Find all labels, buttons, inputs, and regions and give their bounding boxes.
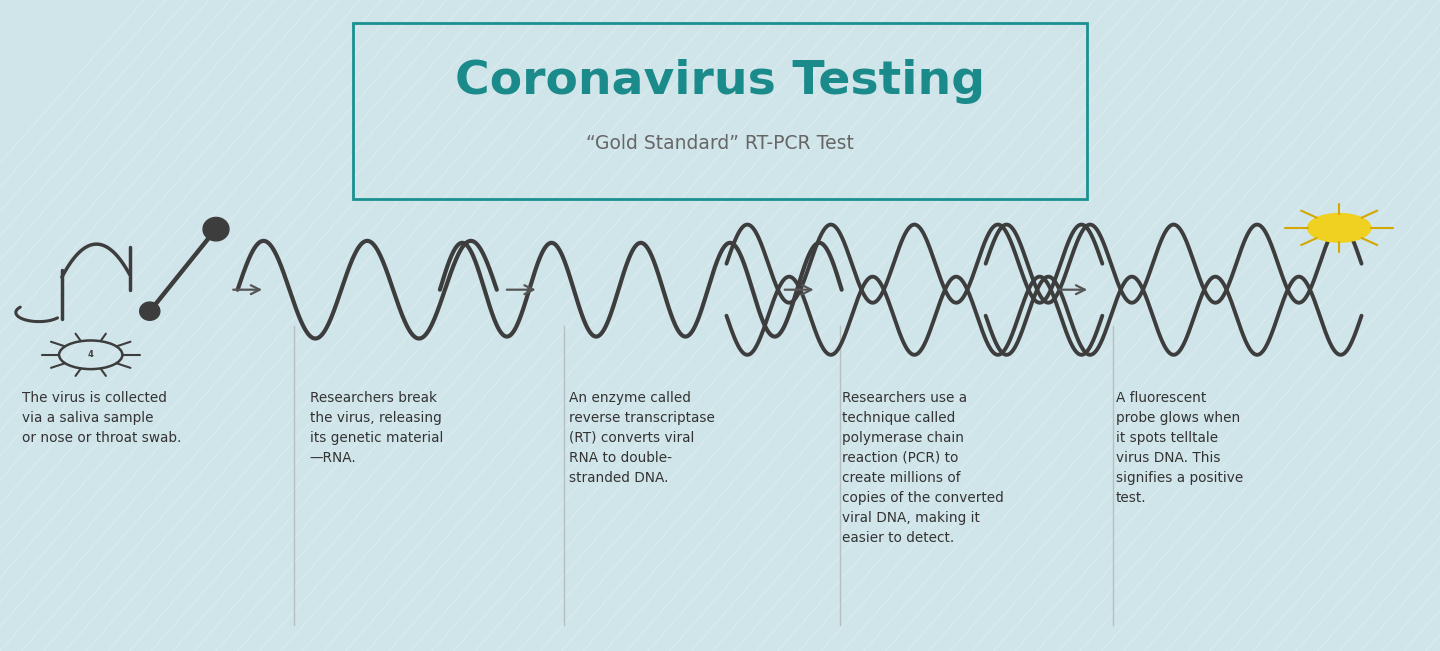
Text: Researchers break
the virus, releasing
its genetic material
—RNA.: Researchers break the virus, releasing i…	[310, 391, 444, 465]
Text: Researchers use a
technique called
polymerase chain
reaction (PCR) to
create mil: Researchers use a technique called polym…	[842, 391, 1004, 545]
Circle shape	[1308, 214, 1371, 242]
Text: A fluorescent
probe glows when
it spots telltale
virus DNA. This
signifies a pos: A fluorescent probe glows when it spots …	[1116, 391, 1243, 505]
Text: The virus is collected
via a saliva sample
or nose or throat swab.: The virus is collected via a saliva samp…	[22, 391, 181, 445]
Text: An enzyme called
reverse transcriptase
(RT) converts viral
RNA to double-
strand: An enzyme called reverse transcriptase (…	[569, 391, 714, 485]
Text: Coronavirus Testing: Coronavirus Testing	[455, 59, 985, 104]
Polygon shape	[140, 302, 160, 320]
Text: 4: 4	[88, 350, 94, 359]
Text: “Gold Standard” RT-PCR Test: “Gold Standard” RT-PCR Test	[586, 133, 854, 153]
Polygon shape	[203, 217, 229, 241]
